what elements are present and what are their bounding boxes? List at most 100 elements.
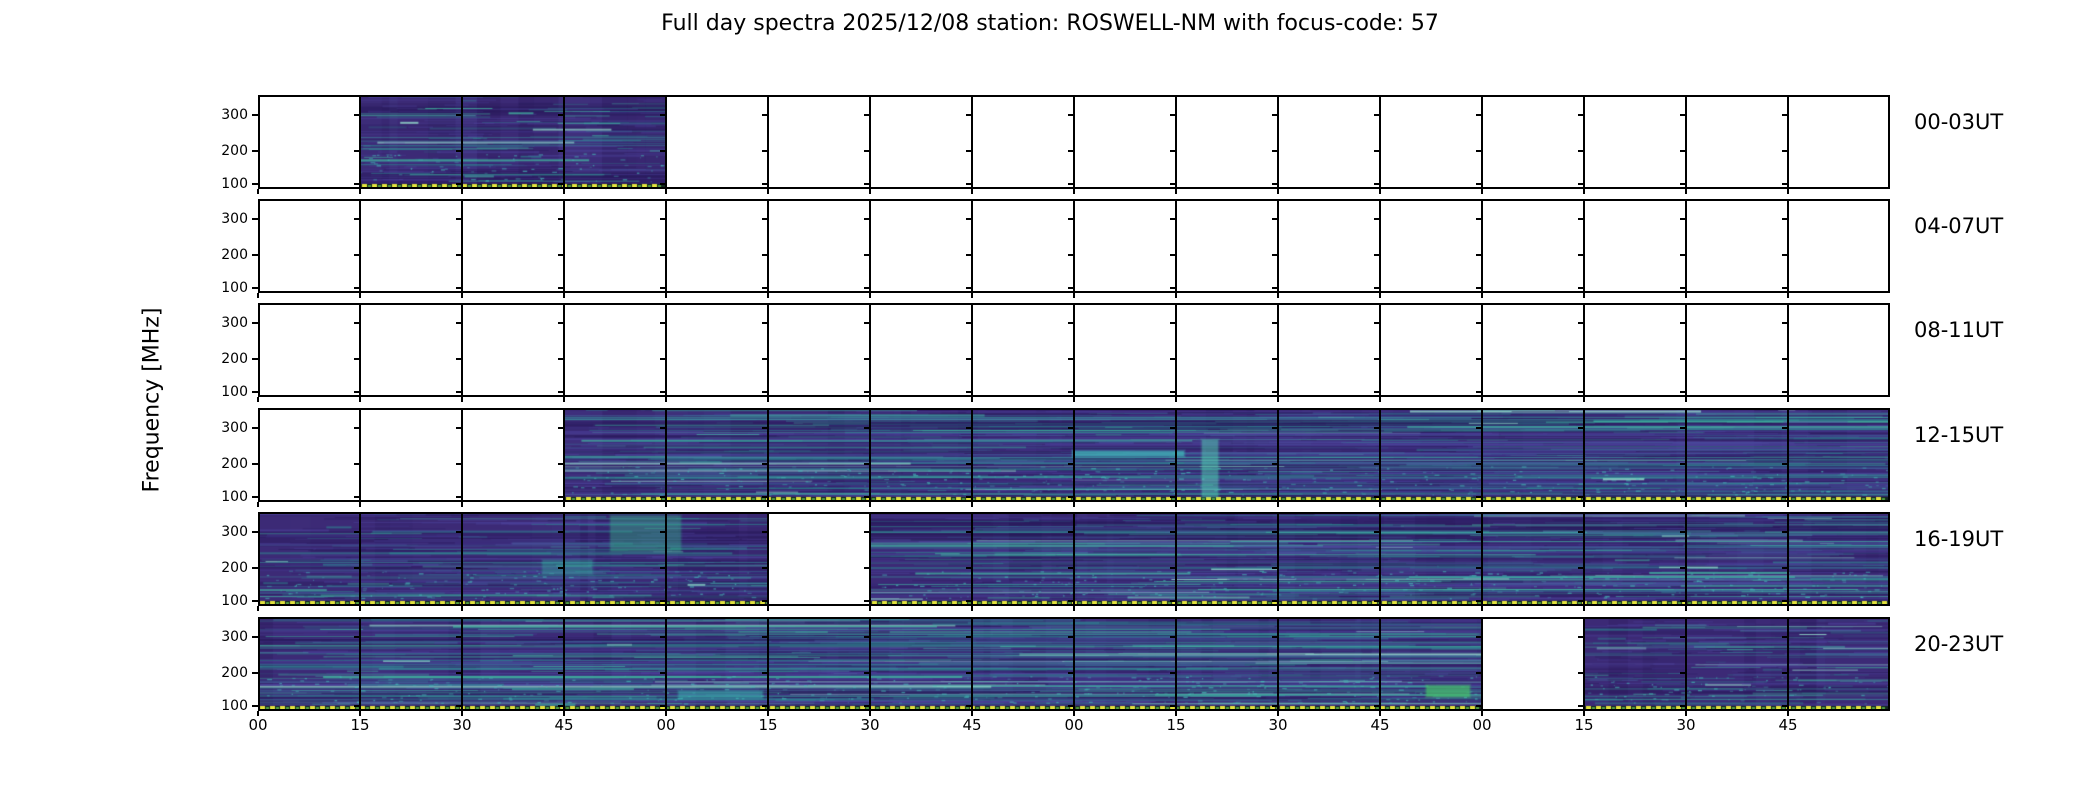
y-tick-label: 300 (221, 420, 248, 436)
y-tick (1680, 218, 1686, 220)
y-axis-label: Frequency [MHz] (139, 307, 165, 493)
cell-separator (1277, 512, 1279, 606)
y-tick (1374, 672, 1380, 674)
y-tick (354, 358, 360, 360)
y-tick (1272, 531, 1278, 533)
y-tick (660, 463, 666, 465)
y-tick (1578, 358, 1584, 360)
row-border (258, 617, 260, 711)
x-tick (1175, 397, 1177, 402)
y-tick (1170, 496, 1176, 498)
y-tick (762, 636, 768, 638)
x-tick (971, 711, 973, 716)
x-tick (767, 397, 769, 402)
cell-separator (1379, 95, 1381, 189)
x-tick (971, 293, 973, 298)
y-tick (1170, 150, 1176, 152)
y-tick-label: 300 (221, 315, 248, 331)
cell-separator (359, 199, 361, 293)
cell-separator (1175, 95, 1177, 189)
y-tick (252, 531, 258, 533)
y-tick (252, 322, 258, 324)
y-tick (1374, 218, 1380, 220)
x-tick (869, 293, 871, 298)
y-tick (1680, 114, 1686, 116)
y-tick (1476, 218, 1482, 220)
y-tick (1068, 636, 1074, 638)
x-tick (767, 711, 769, 716)
y-tick (1374, 358, 1380, 360)
y-tick (1476, 287, 1482, 289)
y-tick (864, 358, 870, 360)
x-tick (1277, 397, 1279, 402)
y-tick (558, 427, 564, 429)
y-tick (1578, 254, 1584, 256)
x-tick (1175, 606, 1177, 611)
cell-separator (1175, 617, 1177, 711)
y-tick (762, 183, 768, 185)
cell-separator (1175, 303, 1177, 397)
cell-separator (1481, 408, 1483, 502)
cell-separator (767, 408, 769, 502)
y-tick (1374, 254, 1380, 256)
y-tick (1272, 567, 1278, 569)
y-tick (1170, 600, 1176, 602)
x-tick (359, 189, 361, 194)
y-tick (354, 322, 360, 324)
y-tick (966, 636, 972, 638)
row-border (258, 408, 260, 502)
spectrogram-row (252, 408, 1890, 507)
cell-separator (1685, 408, 1687, 502)
x-tick (1277, 606, 1279, 611)
y-tick (1068, 183, 1074, 185)
cell-separator (563, 95, 565, 189)
y-tick (1578, 463, 1584, 465)
y-tick (1374, 427, 1380, 429)
cell-separator (1277, 617, 1279, 711)
y-tick (966, 463, 972, 465)
x-tick (461, 189, 463, 194)
cell-separator (971, 303, 973, 397)
y-tick (966, 358, 972, 360)
spectrogram-row (252, 512, 1890, 611)
y-tick (660, 496, 666, 498)
x-tick (1685, 189, 1687, 194)
x-tick-label: 00 (248, 716, 268, 734)
y-tick (864, 531, 870, 533)
y-tick (1476, 496, 1482, 498)
y-tick (1476, 672, 1482, 674)
x-tick (257, 293, 259, 298)
y-tick (1374, 150, 1380, 152)
x-tick (1379, 606, 1381, 611)
cell-separator (1379, 408, 1381, 502)
y-tick (1782, 358, 1788, 360)
cell-separator (1583, 408, 1585, 502)
y-tick (456, 567, 462, 569)
y-tick (354, 114, 360, 116)
y-tick-label: 300 (221, 211, 248, 227)
y-tick (864, 496, 870, 498)
y-tick (1782, 322, 1788, 324)
cell-separator (1277, 408, 1279, 502)
x-tick (461, 606, 463, 611)
y-tick (1272, 705, 1278, 707)
y-tick (558, 636, 564, 638)
cell-separator (1685, 303, 1687, 397)
cell-separator (665, 617, 667, 711)
cell-separator (1277, 199, 1279, 293)
y-tick (1782, 672, 1788, 674)
y-tick (1068, 463, 1074, 465)
x-tick-label: 45 (962, 716, 982, 734)
y-tick-label: 100 (221, 698, 248, 714)
y-tick (1272, 254, 1278, 256)
y-tick-label: 300 (221, 629, 248, 645)
y-tick (252, 567, 258, 569)
y-tick (1374, 567, 1380, 569)
y-tick (1068, 672, 1074, 674)
y-tick (1782, 183, 1788, 185)
y-tick (1578, 567, 1584, 569)
y-tick (660, 218, 666, 220)
cell-separator (1277, 303, 1279, 397)
cell-separator (1481, 95, 1483, 189)
cell-separator (1685, 617, 1687, 711)
